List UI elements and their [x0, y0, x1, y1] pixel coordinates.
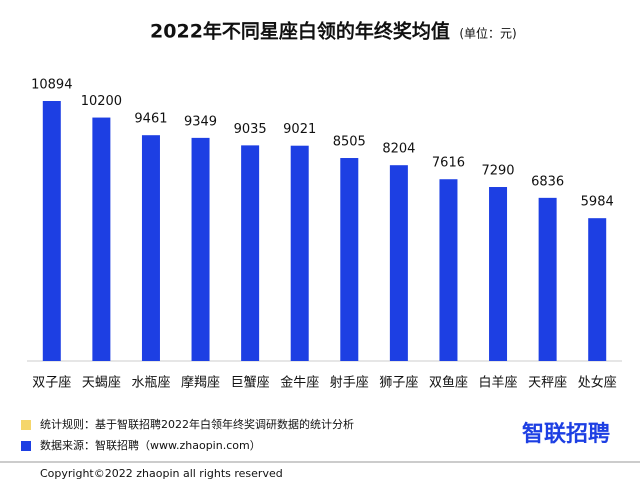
x-tick-label: 白羊座 — [479, 375, 518, 391]
bar — [538, 197, 557, 361]
data-label: 7290 — [481, 164, 514, 179]
data-label: 9461 — [134, 112, 167, 127]
data-label: 9021 — [283, 122, 316, 137]
chart-title: 2022年不同星座白领的年终奖均值 — [150, 20, 450, 43]
bar — [340, 158, 359, 361]
bar — [241, 145, 260, 361]
legend-swatch — [21, 420, 31, 430]
x-tick-label: 双子座 — [32, 376, 71, 391]
legend-swatch — [21, 441, 31, 451]
data-label: 9349 — [184, 114, 217, 129]
data-label: 8204 — [382, 142, 415, 157]
data-label: 5984 — [581, 195, 614, 210]
data-label: 7616 — [432, 156, 465, 171]
data-label: 10200 — [81, 94, 122, 109]
x-tick-label: 水瓶座 — [131, 376, 170, 391]
x-tick-label: 双鱼座 — [429, 375, 468, 391]
x-tick-label: 巨蟹座 — [231, 376, 270, 391]
bar — [290, 145, 309, 361]
data-label: 9035 — [234, 122, 267, 137]
bar — [588, 218, 607, 361]
bar — [42, 101, 61, 361]
bar — [389, 165, 408, 361]
x-tick-label: 射手座 — [330, 375, 369, 391]
bar — [191, 137, 210, 361]
data-label: 8505 — [333, 135, 366, 150]
note: 统计规则：基于智联招聘2022年白领年终奖调研数据的统计分析 — [40, 417, 354, 431]
x-tick-label: 天蝎座 — [82, 376, 121, 391]
bar — [439, 179, 458, 361]
chart-subtitle: (单位：元) — [459, 26, 516, 41]
x-tick-label: 天秤座 — [528, 376, 567, 391]
data-label: 6836 — [531, 174, 564, 189]
data-label: 10894 — [31, 78, 72, 93]
bar — [141, 135, 160, 361]
x-tick-label: 摩羯座 — [181, 375, 220, 391]
bar — [92, 117, 111, 361]
x-tick-label: 处女座 — [578, 375, 617, 391]
bar — [489, 187, 508, 361]
note: 数据来源：智联招聘（www.zhaopin.com） — [40, 438, 261, 452]
copyright: Copyright©2022 zhaopin all rights reserv… — [40, 467, 283, 480]
logo: 智联招聘 — [522, 421, 610, 447]
x-tick-label: 金牛座 — [280, 375, 319, 391]
x-tick-label: 狮子座 — [379, 376, 418, 391]
